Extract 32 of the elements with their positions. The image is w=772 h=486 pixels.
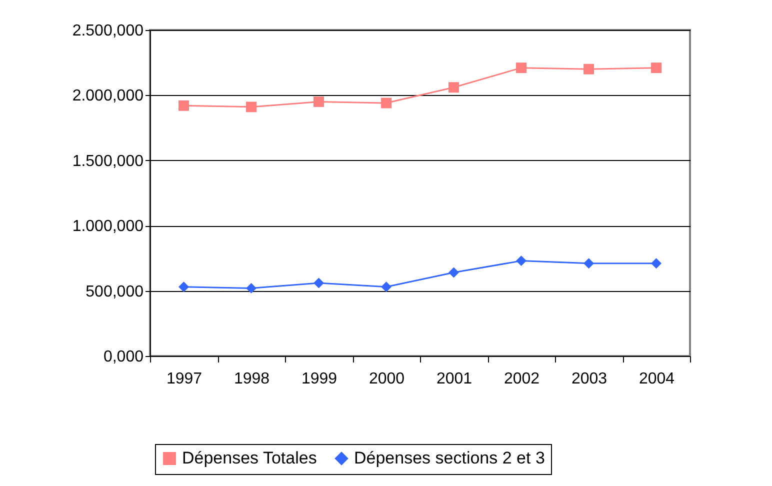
y-tick-label: 2.000,000 <box>72 88 144 105</box>
point <box>516 62 526 74</box>
point <box>651 258 662 269</box>
x-tick-label: 1998 <box>234 370 270 388</box>
x-tick-label: 2002 <box>504 370 540 388</box>
x-tick-label: 1997 <box>166 370 202 388</box>
legend-label: Dépenses sections 2 et 3 <box>354 448 545 468</box>
point <box>516 256 526 266</box>
point <box>651 62 662 74</box>
point <box>584 64 594 74</box>
point <box>178 100 189 111</box>
x-tick-label: 1999 <box>301 370 338 388</box>
point <box>314 278 324 288</box>
point <box>448 82 459 93</box>
x-tick-label: 2004 <box>638 370 675 388</box>
x-tick-label: 2003 <box>571 370 608 388</box>
legend-label: Dépenses Totales <box>182 448 317 468</box>
point <box>246 282 256 294</box>
y-tick-label: 0,000 <box>103 348 144 366</box>
y-tick-label: 1.000,000 <box>72 218 144 236</box>
point <box>246 102 256 112</box>
point <box>381 98 392 108</box>
y-tick-label: 1.500,000 <box>72 152 144 170</box>
point <box>178 282 189 292</box>
y-tick-label: 2.500,000 <box>72 22 144 40</box>
point <box>314 96 324 107</box>
x-tick-label: 2000 <box>368 370 405 388</box>
point <box>381 282 392 292</box>
point <box>584 258 594 269</box>
y-tick-label: 500,000 <box>86 283 144 300</box>
point <box>448 267 459 278</box>
x-tick-label: 2001 <box>436 370 472 388</box>
